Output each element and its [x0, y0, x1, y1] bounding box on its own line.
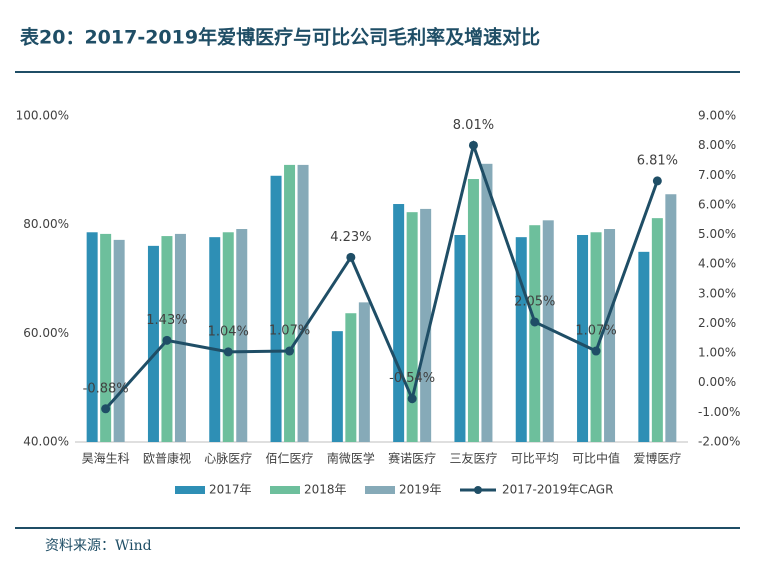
legend-swatch	[270, 486, 300, 494]
y2-tick-label: 0.00%	[698, 375, 736, 389]
data-label: 1.04%	[208, 324, 249, 339]
data-label: 1.07%	[269, 324, 310, 339]
bar	[174, 233, 186, 442]
bar	[529, 225, 541, 442]
bar	[331, 331, 343, 442]
line-point	[223, 347, 233, 357]
bar	[147, 245, 159, 442]
legend-swatch	[474, 486, 482, 494]
bar	[358, 302, 370, 442]
line-point	[591, 346, 601, 356]
y2-tick-label: 1.00%	[698, 346, 736, 360]
x-tick-label: 可比平均	[511, 452, 559, 466]
line-point	[468, 140, 478, 150]
data-label: -0.88%	[83, 381, 129, 396]
x-tick-label: 可比中值	[572, 451, 620, 466]
y-tick-label: 100.00%	[16, 109, 69, 123]
y2-tick-label: 7.00%	[698, 168, 736, 182]
y2-tick-label: 5.00%	[698, 227, 736, 241]
bar	[454, 234, 466, 442]
legend-label: 2018年	[304, 483, 347, 497]
y2-tick-label: 4.00%	[698, 257, 736, 271]
x-tick-label: 南微医学	[327, 451, 375, 466]
data-label: -0.54%	[389, 371, 435, 386]
line-point	[530, 317, 540, 327]
data-label: 2.05%	[514, 294, 555, 309]
data-label: 8.01%	[453, 118, 494, 133]
legend-label: 2019年	[399, 483, 442, 497]
x-tick-label: 赛诺医疗	[388, 451, 436, 466]
bar	[284, 164, 296, 442]
line-point	[101, 404, 111, 414]
bar	[209, 237, 221, 442]
legend-label: 2017-2019年CAGR	[502, 483, 613, 497]
source: 资料来源：Wind	[45, 538, 152, 554]
bar	[420, 208, 432, 442]
bar	[270, 175, 282, 442]
y2-tick-label: 9.00%	[698, 109, 736, 123]
legend-label: 2017年	[209, 483, 252, 497]
y2-tick-label: 3.00%	[698, 286, 736, 300]
y2-tick-label: 8.00%	[698, 138, 736, 152]
line	[104, 140, 659, 410]
y-tick-label: 40.00%	[23, 435, 69, 449]
bar	[113, 239, 125, 442]
bar	[542, 220, 554, 442]
line-point	[346, 252, 356, 262]
line-point	[162, 335, 172, 345]
bar	[393, 204, 405, 442]
x-tick-label: 昊海生科	[82, 451, 130, 466]
data-label: 1.07%	[575, 324, 616, 339]
data-label: 6.81%	[637, 153, 678, 168]
bar	[515, 237, 527, 442]
bar	[86, 232, 98, 442]
bar	[236, 229, 248, 442]
bar	[222, 232, 234, 442]
x-tick-label: 佰仁医疗	[266, 452, 314, 466]
bar	[604, 229, 616, 442]
bar	[345, 313, 357, 442]
y2-tick-label: -1.00%	[698, 405, 740, 419]
bar	[577, 234, 589, 442]
bar	[665, 194, 677, 442]
chart-title: 表20：2017-2019年爱博医疗与可比公司毛利率及增速对比	[20, 26, 540, 49]
bar	[481, 163, 493, 442]
y2-tick-label: 6.00%	[698, 197, 736, 211]
y-tick-label: 80.00%	[23, 217, 69, 231]
bar	[590, 232, 602, 442]
bar	[406, 212, 418, 442]
line-point	[285, 346, 295, 356]
y2-tick-label: 2.00%	[698, 316, 736, 330]
bar	[297, 164, 309, 442]
legend-swatch	[365, 486, 395, 494]
data-label: 1.43%	[146, 313, 187, 328]
x-tick-label: 三友医疗	[449, 452, 497, 466]
data-label: 4.23%	[330, 230, 371, 245]
x-tick-label: 爱博医疗	[633, 451, 681, 466]
line-point	[407, 394, 417, 404]
x-tick-label: 心脉医疗	[204, 451, 252, 466]
y-tick-label: 60.00%	[23, 326, 69, 340]
bar	[100, 233, 112, 442]
bar	[651, 218, 663, 442]
bar	[638, 251, 650, 442]
line-point	[652, 176, 662, 186]
y2-tick-label: -2.00%	[698, 435, 740, 449]
x-tick-label: 欧普康视	[143, 451, 191, 466]
bar	[467, 179, 479, 442]
legend-swatch	[175, 486, 205, 494]
